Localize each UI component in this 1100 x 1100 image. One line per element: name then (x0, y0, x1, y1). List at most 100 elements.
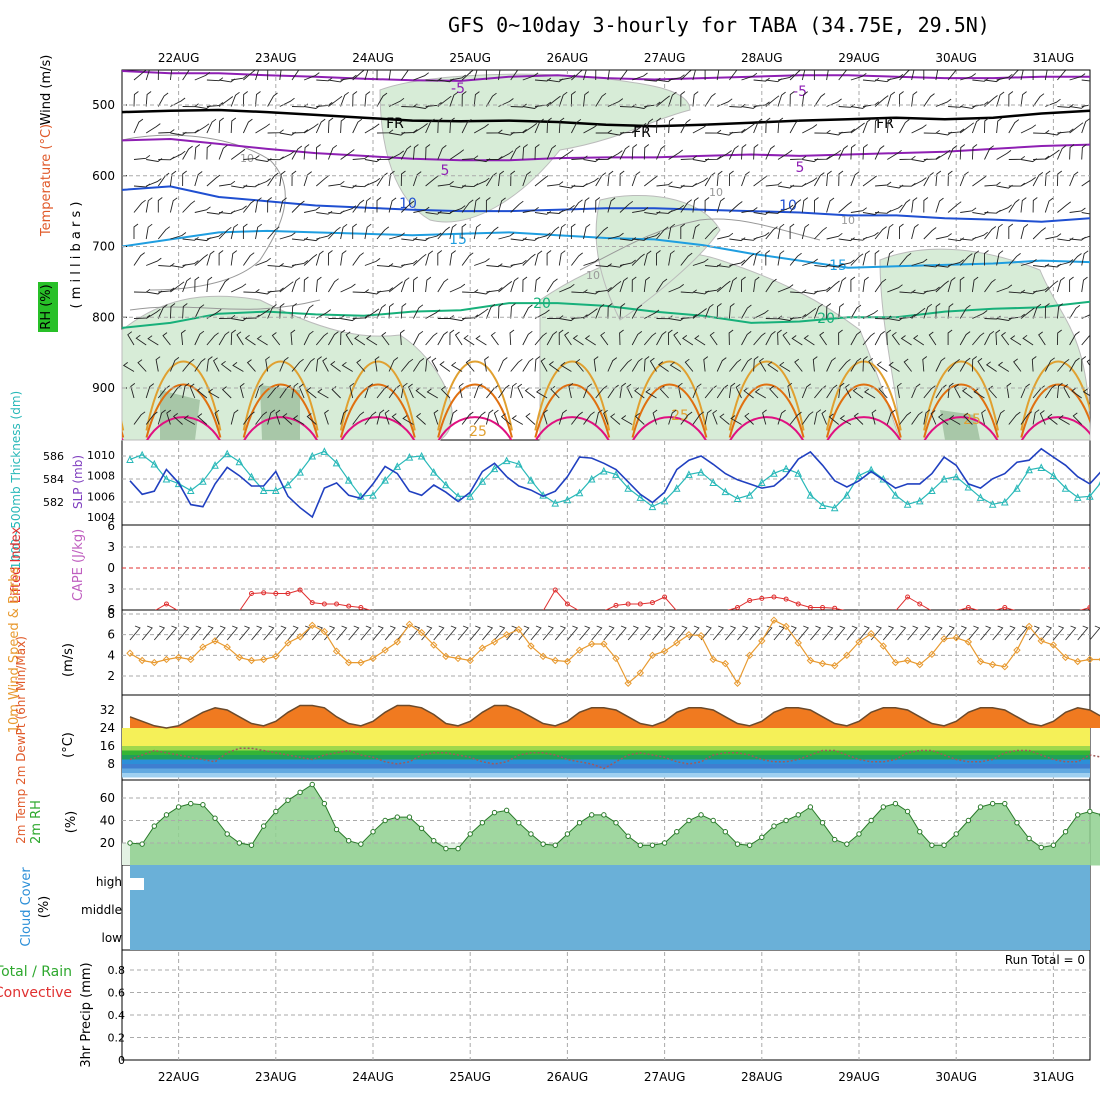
wind-barb (762, 409, 767, 425)
wind-barb (911, 197, 918, 213)
precip-tick: 0.2 (108, 1032, 126, 1045)
wind-barb (220, 360, 232, 372)
wind-barb (705, 286, 722, 293)
wind-barb (972, 77, 989, 82)
thickness-point (527, 476, 535, 484)
wind-barb (182, 303, 188, 319)
li-point (321, 601, 327, 607)
axis-labels: Temperature (°C)Wind (m/s) RH (%) ( m i l … (0, 55, 94, 1068)
wind-barb (607, 170, 614, 187)
wind-barb (911, 124, 927, 134)
wind-barb (303, 144, 310, 160)
surface-wind-barb (190, 625, 202, 641)
rh-point (977, 804, 984, 810)
wind-barb (1056, 303, 1063, 319)
wind-barb (540, 357, 548, 372)
cloud-axis-label: Cloud Cover (19, 867, 34, 947)
wind-speed-point (138, 656, 146, 665)
wind-barb (1010, 335, 1022, 346)
wind-barb (619, 329, 624, 346)
wind-speed-point (1049, 641, 1058, 649)
wind-barb (352, 118, 363, 134)
wind-barb (583, 91, 590, 107)
wind-barb (634, 412, 645, 425)
wind-barb (364, 158, 381, 163)
surface-wind-barb (992, 625, 1004, 641)
contour-label: 25 (469, 424, 487, 440)
rh-point (892, 800, 899, 807)
wind-barb (510, 277, 519, 293)
wind-barb (913, 335, 925, 346)
contour-label: 10 (841, 214, 855, 227)
wind-barb (157, 92, 169, 107)
wind-barb (352, 314, 369, 319)
surface-wind-barb (360, 625, 372, 641)
thickness-line (129, 450, 1100, 509)
wind-barb (522, 206, 539, 213)
surface-wind-barb (311, 625, 323, 641)
wind-barb (376, 129, 394, 134)
wind-barb (959, 144, 966, 160)
wind-barb (352, 411, 365, 425)
wind-speed-point (563, 657, 572, 666)
wind-barb (667, 329, 673, 346)
wind-barb (145, 91, 152, 107)
wind-barb (169, 357, 180, 372)
wind-barb (267, 226, 280, 240)
wind-barb (620, 415, 633, 425)
wind-barb (765, 181, 782, 187)
wind-barb (534, 309, 550, 319)
surface-wind-barb (287, 625, 299, 641)
wind-barb (593, 356, 599, 372)
wind-barb (509, 329, 515, 346)
wind-barb (735, 383, 742, 399)
wind-barb (327, 117, 334, 134)
wind-barb (583, 177, 599, 187)
temp-contour-20 (121, 300, 1091, 329)
wind-barb (291, 260, 309, 266)
wind-barb (1032, 303, 1042, 319)
temp-color-band (122, 773, 1090, 778)
surface-wind-barb (639, 625, 652, 641)
wind-barb (984, 278, 996, 293)
wind-barb (267, 70, 269, 81)
wind-barb (388, 150, 405, 160)
wind-barb (765, 250, 771, 266)
wind-barb (267, 172, 279, 187)
wind-barb (777, 74, 794, 81)
wind-speed-point (357, 658, 365, 667)
wind-barb (1094, 146, 1100, 160)
wind-barb (1058, 415, 1070, 425)
surface-wind-barb (737, 625, 749, 641)
rh-point (832, 836, 838, 843)
contour-label: 10 (399, 196, 417, 212)
rh-point (953, 831, 959, 837)
wind-barb (534, 118, 544, 134)
wind-barb (1020, 383, 1030, 399)
wind-barb (400, 329, 405, 346)
wind-barb (1033, 130, 1050, 134)
wind-barb (267, 92, 278, 107)
wind-barb (388, 357, 399, 372)
wind-barb (777, 409, 786, 425)
wind-barb (704, 70, 706, 80)
wind-barb (425, 356, 432, 372)
surface-wind-barb (1053, 625, 1065, 641)
wind-barb (232, 362, 244, 372)
surface-wind-barb (676, 625, 688, 641)
wind-barb (546, 117, 552, 134)
wind-barb (645, 388, 657, 399)
surface-wind-barb (239, 625, 251, 641)
wind-barb (194, 171, 203, 187)
wind-barb (891, 331, 900, 346)
rh-point (771, 823, 777, 829)
thickness-point (563, 495, 572, 504)
wind-barb (1056, 145, 1067, 160)
wind-barb (376, 226, 390, 240)
thickness-point (223, 449, 232, 458)
wind-barb (728, 277, 738, 293)
wind-barb (682, 335, 694, 346)
wind-barb (996, 284, 1013, 293)
slp-axis-label: SLP (mb) (71, 455, 85, 509)
wind-barb (1013, 358, 1022, 372)
